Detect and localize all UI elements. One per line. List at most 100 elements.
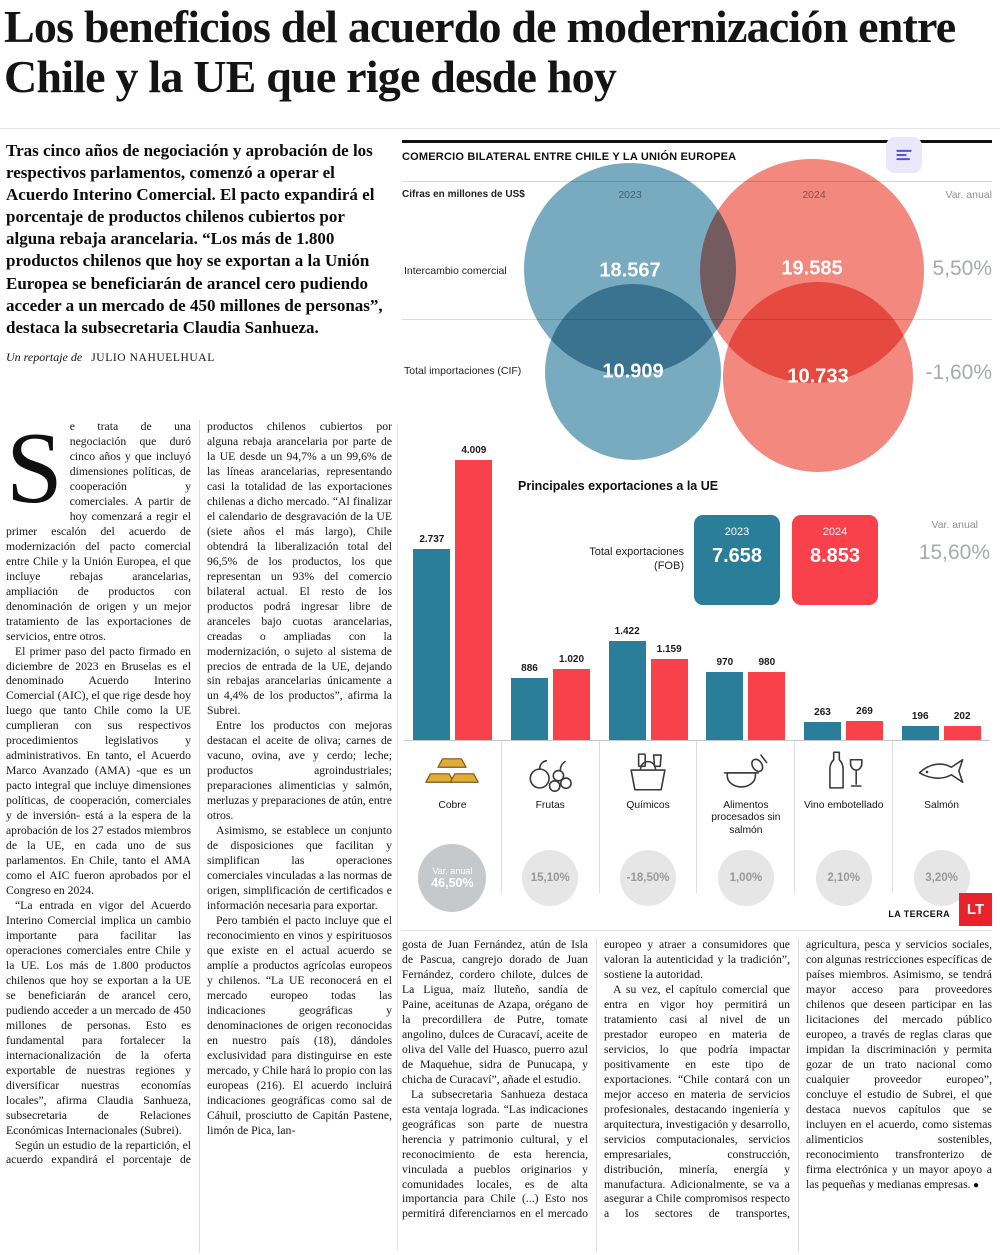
bar-value-label: 196	[911, 711, 929, 722]
exports-bar-chart: 2.737 4.009 886 1.020 1.422 1.159 970 980 263 269…	[404, 445, 990, 741]
bar-value-label: 2.737	[419, 534, 445, 545]
total-var-label: Var. anual	[931, 519, 978, 531]
total-2023-box: 2023 7.658	[694, 515, 780, 605]
bar-value-label: 269	[856, 706, 873, 717]
bar-value-label: 263	[814, 707, 831, 718]
byline: Un reportaje de JULIO NAHUELHUAL	[6, 350, 215, 365]
total-2024-box: 2024 8.853	[792, 515, 878, 605]
venn-value: 19.585	[781, 257, 843, 280]
venn-circle-2023-importaciones	[545, 284, 721, 460]
venn-var-annual: -1,60%	[925, 361, 992, 384]
total-2024-value: 8.853	[809, 545, 861, 567]
bar-value-label: 1.422	[614, 626, 640, 637]
fruits-icon	[502, 745, 599, 799]
byline-prefix: Un reportaje de	[6, 350, 83, 364]
article-paragraph: gosta de Juan Fernández, atún de Isla de…	[402, 938, 588, 1086]
lede: Tras cinco años de negociación y aprobac…	[6, 141, 383, 337]
bar-red-frutas: 1.020	[553, 654, 590, 740]
article-paragraph: Se trata de una negociación que duró cin…	[6, 420, 191, 643]
bar-blue-cobre: 2.737	[413, 534, 451, 740]
article-columns-bottom: gosta de Juan Fernández, atún de Isla de…	[402, 938, 992, 1252]
article-paragraph: A su vez, el capítulo comercial que entr…	[604, 938, 992, 1221]
var-annual-circle: 2,10%	[815, 850, 872, 906]
bar-blue-frutas: 886	[511, 663, 548, 740]
column-divider	[397, 424, 398, 1250]
bar-red-alimentos-procesados-sin-salmon: 980	[748, 657, 786, 740]
total-2023-year: 2023	[724, 526, 750, 538]
source-label: LA TERCERA	[888, 909, 950, 919]
bar-blue-vino-embotellado: 263	[804, 707, 842, 740]
venn-row-label: Intercambio comercial	[404, 265, 507, 277]
processed-foods-icon	[697, 745, 794, 799]
category-label: Químicos	[626, 800, 670, 811]
article-paragraph: Según un estudio de la repartición, el a…	[6, 420, 392, 1167]
article-paragraph: Pero también el pacto incluye que el rec…	[207, 913, 392, 1137]
venn-value: 18.567	[599, 259, 661, 282]
total-2023-value: 7.658	[711, 545, 763, 567]
category-label: Alimentos procesados sin salmón	[711, 800, 781, 836]
menu-icon[interactable]	[886, 137, 922, 173]
category-frutas: Frutas 15,10%	[500, 741, 599, 906]
var-annual-circle-value: 46,50%	[431, 876, 474, 890]
total-var-value: 15,60%	[918, 541, 990, 564]
bar-value-label: 980	[758, 657, 776, 668]
category-label: Cobre	[438, 800, 467, 811]
bar-group-salmon: 196 202	[892, 456, 990, 740]
bar-group-cobre: 2.737 4.009	[404, 445, 502, 740]
var-annual-circle: 1,00%	[717, 850, 774, 906]
category-cobre: Cobre Var. anual 46,50%	[404, 741, 501, 912]
end-of-article-mark: ●	[970, 1179, 980, 1191]
bar-value-label: 4.009	[461, 445, 487, 456]
category-label: Frutas	[535, 800, 565, 811]
wine-bottle-icon	[795, 745, 892, 799]
copper-ingots-icon	[404, 745, 501, 799]
bar-group-alimentos-procesados-sin-salmon: 970 980	[697, 456, 795, 740]
bar-group-vino-embotellado: 263 269	[795, 456, 893, 740]
headline-divider	[0, 128, 1000, 129]
total-2024-year: 2024	[822, 526, 848, 538]
article-paragraph: La subsecretaria Sanhueza destaca esta v…	[402, 938, 790, 1221]
bar-red-quimicos: 1.159	[650, 644, 688, 740]
article-paragraph: Entre los productos con mejoras destacan…	[207, 719, 392, 823]
chemicals-basket-icon	[600, 745, 697, 799]
category-label: Vino embotellado	[804, 800, 884, 811]
article-paragraph: El primer paso del pacto firmado en dici…	[6, 644, 191, 898]
infographic-title: COMERCIO BILATERAL ENTRE CHILE Y LA UNIÓ…	[402, 151, 737, 163]
bar-value-label: 1.020	[558, 654, 585, 665]
var-annual-circle-label: Var. anual	[432, 866, 473, 876]
bar-value-label: 202	[953, 711, 971, 722]
var-annual-circle: -18,50%	[620, 850, 677, 906]
bar-value-label: 1.159	[656, 644, 682, 655]
infographic-header-rule	[402, 181, 992, 182]
lt-logo-text: LT	[966, 901, 985, 918]
article-paragraph: “La entrada en vigor del Acuerdo Interin…	[6, 899, 191, 1137]
bar-value-label: 970	[716, 657, 734, 668]
total-exports-label: Total exportaciones (FOB)	[589, 546, 684, 573]
bar-blue-alimentos-procesados-sin-salmon: 970	[706, 657, 744, 740]
venn-row-label: Total importaciones (CIF)	[404, 365, 522, 377]
bar-blue-salmon: 196	[901, 711, 939, 740]
byline-author: JULIO NAHUELHUAL	[91, 352, 215, 364]
venn-circle-2024-importaciones	[723, 282, 913, 472]
fish-icon	[893, 745, 990, 799]
bar-red-cobre: 4.009	[455, 445, 493, 740]
var-annual-circle: 15,10%	[522, 850, 579, 906]
bar-blue-quimicos: 1.422	[608, 626, 646, 740]
category-salmon: Salmón 3,20%	[892, 741, 990, 906]
bar-red-vino-embotellado: 269	[846, 706, 884, 740]
var-annual-circle: Var. anual 46,50%	[418, 844, 487, 912]
bar-group-quimicos: 1.422 1.159	[599, 456, 697, 740]
article-paragraph: Asimismo, se establece un conjunto de di…	[207, 824, 392, 912]
category-alimentos-procesados-sin-salmon: Alimentos procesados sin salmón 1,00%	[696, 741, 794, 906]
category-quimicos: Químicos -18,50%	[598, 741, 697, 906]
column-header-var: Var. anual	[945, 189, 992, 201]
bar-value-label: 886	[521, 663, 538, 674]
venn-var-annual: 5,50%	[932, 257, 992, 280]
venn-value: 10.733	[787, 365, 849, 388]
hamburger-lines-icon	[896, 149, 912, 161]
headline: Los beneficios del acuerdo de modernizac…	[4, 1, 956, 102]
section-divider	[402, 930, 992, 931]
bar-group-frutas: 886 1.020	[502, 456, 600, 740]
exports-categories: Cobre Var. anual 46,50% Frutas 15,10% Químico…	[404, 741, 990, 912]
